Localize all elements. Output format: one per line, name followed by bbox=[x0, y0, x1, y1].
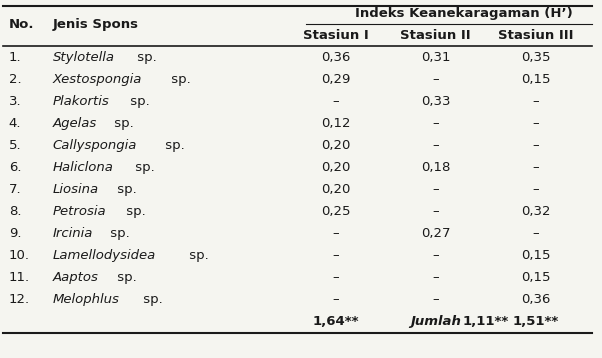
Text: 12.: 12. bbox=[8, 293, 29, 306]
Text: 0,12: 0,12 bbox=[321, 117, 350, 130]
Text: 0,29: 0,29 bbox=[321, 73, 350, 86]
Text: Callyspongia: Callyspongia bbox=[53, 139, 137, 152]
Text: 0,25: 0,25 bbox=[321, 205, 350, 218]
Text: –: – bbox=[432, 139, 439, 152]
Text: 11.: 11. bbox=[8, 271, 29, 284]
Text: Agelas: Agelas bbox=[53, 117, 97, 130]
Text: 8.: 8. bbox=[8, 205, 21, 218]
Text: 0,20: 0,20 bbox=[321, 139, 350, 152]
Text: 7.: 7. bbox=[8, 183, 21, 196]
Text: –: – bbox=[432, 183, 439, 196]
Text: Aaptos: Aaptos bbox=[53, 271, 99, 284]
Text: –: – bbox=[332, 227, 339, 240]
Text: 0,36: 0,36 bbox=[321, 51, 350, 64]
Text: 0,32: 0,32 bbox=[521, 205, 551, 218]
Text: 0,27: 0,27 bbox=[421, 227, 450, 240]
Text: Indeks Keanekaragaman (H’): Indeks Keanekaragaman (H’) bbox=[355, 7, 573, 20]
Text: –: – bbox=[533, 183, 539, 196]
Text: –: – bbox=[432, 293, 439, 306]
Text: Stasiun I: Stasiun I bbox=[303, 29, 368, 42]
Text: 1,51**: 1,51** bbox=[513, 315, 559, 328]
Text: Lamellodysidea: Lamellodysidea bbox=[53, 249, 156, 262]
Text: Xestospongia: Xestospongia bbox=[53, 73, 142, 86]
Text: 0,15: 0,15 bbox=[521, 271, 551, 284]
Text: –: – bbox=[432, 205, 439, 218]
Text: –: – bbox=[533, 227, 539, 240]
Text: 3.: 3. bbox=[8, 95, 21, 108]
Text: sp.: sp. bbox=[139, 293, 163, 306]
Text: 0,15: 0,15 bbox=[521, 249, 551, 262]
Text: Stylotella: Stylotella bbox=[53, 51, 115, 64]
Text: 5.: 5. bbox=[8, 139, 21, 152]
Text: –: – bbox=[332, 249, 339, 262]
Text: –: – bbox=[533, 117, 539, 130]
Text: –: – bbox=[432, 271, 439, 284]
Text: 0,33: 0,33 bbox=[421, 95, 450, 108]
Text: Stasiun III: Stasiun III bbox=[498, 29, 574, 42]
Text: 1,64**: 1,64** bbox=[312, 315, 359, 328]
Text: sp.: sp. bbox=[185, 249, 209, 262]
Text: Stasiun II: Stasiun II bbox=[400, 29, 471, 42]
Text: –: – bbox=[533, 95, 539, 108]
Text: sp.: sp. bbox=[122, 205, 146, 218]
Text: 6.: 6. bbox=[8, 161, 21, 174]
Text: Ircinia: Ircinia bbox=[53, 227, 93, 240]
Text: 0,18: 0,18 bbox=[421, 161, 450, 174]
Text: sp.: sp. bbox=[105, 227, 129, 240]
Text: Haliclona: Haliclona bbox=[53, 161, 114, 174]
Text: –: – bbox=[432, 117, 439, 130]
Text: –: – bbox=[432, 73, 439, 86]
Text: –: – bbox=[332, 293, 339, 306]
Text: –: – bbox=[432, 249, 439, 262]
Text: 1.: 1. bbox=[8, 51, 21, 64]
Text: Liosina: Liosina bbox=[53, 183, 99, 196]
Text: sp.: sp. bbox=[167, 73, 191, 86]
Text: Melophlus: Melophlus bbox=[53, 293, 120, 306]
Text: 0,20: 0,20 bbox=[321, 183, 350, 196]
Text: 1,11**: 1,11** bbox=[463, 315, 509, 328]
Text: –: – bbox=[533, 139, 539, 152]
Text: 10.: 10. bbox=[8, 249, 29, 262]
Text: Jumlah: Jumlah bbox=[411, 315, 461, 328]
Text: 4.: 4. bbox=[8, 117, 21, 130]
Text: sp.: sp. bbox=[113, 183, 137, 196]
Text: Jenis Spons: Jenis Spons bbox=[53, 18, 139, 31]
Text: 0,31: 0,31 bbox=[421, 51, 450, 64]
Text: sp.: sp. bbox=[131, 161, 155, 174]
Text: –: – bbox=[332, 271, 339, 284]
Text: –: – bbox=[533, 161, 539, 174]
Text: Petrosia: Petrosia bbox=[53, 205, 107, 218]
Text: 0,20: 0,20 bbox=[321, 161, 350, 174]
Text: sp.: sp. bbox=[111, 117, 134, 130]
Text: sp.: sp. bbox=[161, 139, 185, 152]
Text: 9.: 9. bbox=[8, 227, 21, 240]
Text: 0,15: 0,15 bbox=[521, 73, 551, 86]
Text: Plakortis: Plakortis bbox=[53, 95, 110, 108]
Text: 2.: 2. bbox=[8, 73, 21, 86]
Text: sp.: sp. bbox=[126, 95, 150, 108]
Text: No.: No. bbox=[8, 18, 34, 31]
Text: 0,35: 0,35 bbox=[521, 51, 551, 64]
Text: sp.: sp. bbox=[113, 271, 136, 284]
Text: –: – bbox=[332, 95, 339, 108]
Text: sp.: sp. bbox=[133, 51, 157, 64]
Text: 0,36: 0,36 bbox=[521, 293, 551, 306]
